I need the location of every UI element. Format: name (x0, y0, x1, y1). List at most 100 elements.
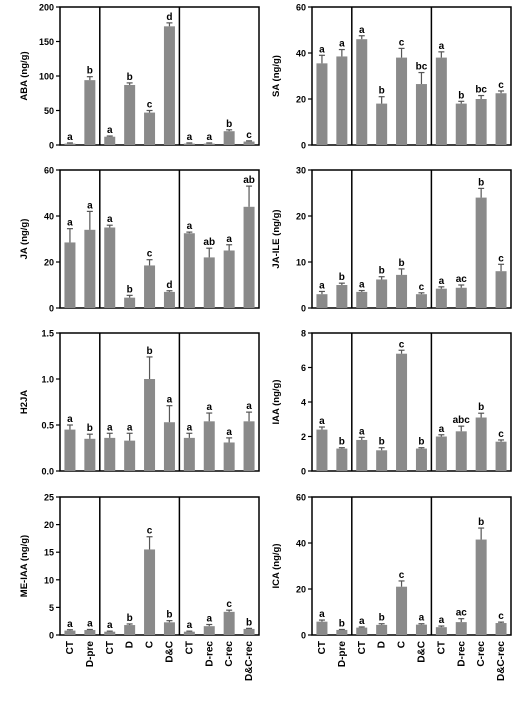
significance-letter: a (419, 613, 425, 624)
significance-letter: a (206, 132, 212, 143)
panel-0: 0 50 100 150 200 ABA (ng/g) a b a b c d a a b c (19, 3, 260, 151)
y-axis-label: JA (ng/g) (19, 219, 30, 260)
bar (183, 143, 195, 145)
bar (316, 63, 328, 145)
bar (243, 421, 255, 471)
bar (64, 630, 76, 635)
bar (356, 627, 368, 635)
significance-letter: b (478, 402, 484, 413)
bar (203, 421, 215, 471)
significance-letter: a (439, 276, 445, 287)
y-tick-label: 10 (44, 575, 54, 585)
y-axis-label: H2JA (19, 390, 30, 414)
y-axis-label: ICA (ng/g) (271, 543, 282, 588)
y-tick-label: 0 (301, 304, 306, 314)
bar (124, 625, 136, 635)
bar (435, 436, 447, 471)
bar (495, 623, 507, 635)
plot-frame (311, 169, 512, 309)
bar (396, 586, 408, 635)
significance-letter: c (399, 37, 405, 48)
y-tick-label: 200 (39, 3, 54, 13)
bar (336, 285, 348, 308)
bar (183, 631, 195, 635)
significance-letter: b (166, 610, 172, 621)
significance-letter: a (167, 395, 173, 406)
bar (223, 131, 235, 145)
y-tick-label: 20 (296, 585, 306, 595)
x-category-label: D-pre (85, 641, 96, 668)
bar (104, 631, 116, 635)
significance-letter: b (127, 613, 133, 624)
bar (336, 629, 348, 635)
bar (223, 250, 235, 308)
bar (495, 441, 507, 471)
significance-letter: a (67, 414, 73, 425)
bar (64, 429, 76, 471)
significance-letter: b (379, 437, 385, 448)
bar (163, 291, 175, 308)
bar (124, 297, 136, 308)
plot-frame (311, 496, 512, 636)
bar (243, 141, 255, 145)
y-tick-label: 40 (296, 49, 306, 59)
significance-letter: a (107, 620, 113, 631)
bar (316, 429, 328, 471)
significance-letter: b (478, 517, 484, 528)
bar (415, 294, 427, 308)
y-tick-label: 0 (49, 304, 54, 314)
bar (84, 438, 96, 471)
significance-letter: a (339, 39, 345, 50)
x-category-label: C (145, 641, 156, 648)
significance-letter: a (206, 402, 212, 413)
x-category-label: D&C-rec (496, 641, 507, 681)
bar (124, 440, 136, 471)
y-axis-label: ABA (ng/g) (19, 51, 30, 100)
significance-letter: c (147, 100, 153, 111)
panel-6: 0 5 10 15 20 25 ME-IAA (ng/g) a a a b c b a a c b CT D-pre… (19, 493, 260, 681)
significance-letter: b (87, 66, 93, 77)
significance-letter: b (87, 423, 93, 434)
x-category-label: C (397, 641, 408, 648)
bar (203, 257, 215, 308)
significance-letter: a (67, 619, 73, 630)
significance-letter: b (478, 177, 484, 188)
significance-letter: c (147, 526, 153, 537)
significance-letter: a (187, 132, 193, 143)
bar (336, 448, 348, 471)
bar (415, 84, 427, 145)
y-tick-label: 10 (296, 258, 306, 268)
significance-letter: b (379, 266, 385, 277)
bar (144, 379, 156, 471)
bar (163, 26, 175, 145)
significance-letter: a (226, 427, 232, 438)
significance-letter: b (127, 284, 133, 295)
significance-letter: c (498, 253, 504, 264)
bar (475, 539, 487, 635)
significance-letter: b (226, 119, 232, 130)
bar (376, 450, 388, 471)
bar (356, 291, 368, 308)
significance-letter: a (439, 41, 445, 52)
bar (435, 57, 447, 145)
y-tick-label: 5 (49, 603, 54, 613)
bar (84, 630, 96, 635)
x-category-label: D (125, 641, 136, 648)
y-tick-label: 0 (49, 141, 54, 151)
x-category-label: CT (317, 641, 328, 654)
y-tick-label: 0 (49, 631, 54, 641)
x-category-label: D&C (164, 641, 175, 663)
significance-letter: b (418, 437, 424, 448)
bar (144, 112, 156, 145)
significance-letter: b (379, 613, 385, 624)
y-tick-label: 60 (296, 493, 306, 503)
significance-letter: a (439, 615, 445, 626)
significance-letter: a (187, 620, 193, 631)
x-category-label: D-rec (204, 641, 215, 667)
bar (495, 271, 507, 308)
bar (336, 56, 348, 146)
significance-letter: a (359, 280, 365, 291)
plot-frame (59, 496, 260, 636)
significance-letter: b (127, 72, 133, 83)
